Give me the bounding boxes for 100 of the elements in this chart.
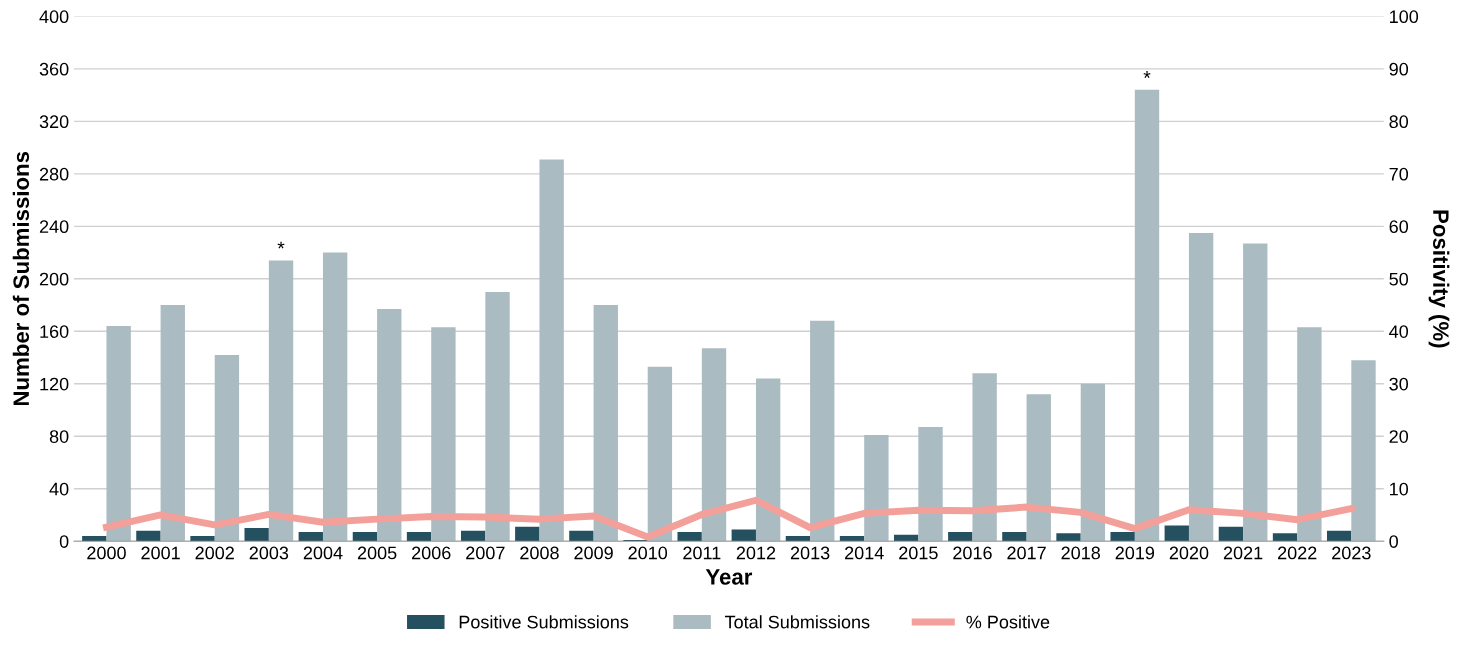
bar — [1218, 526, 1244, 542]
y2-tick-label: 10 — [1390, 482, 1409, 496]
bar — [539, 159, 564, 542]
bar — [352, 532, 378, 542]
y2-tick-label: 0 — [1389, 535, 1398, 548]
bar — [460, 530, 486, 542]
x-tick-label: 2003 — [249, 546, 289, 560]
x-tick-label: 2020 — [1169, 546, 1209, 560]
y2-tick-label: 60 — [1389, 220, 1409, 234]
bar — [1056, 533, 1081, 542]
x-tick-label: 2002 — [195, 546, 234, 560]
bar — [677, 532, 702, 542]
annotation: * — [277, 241, 285, 249]
bar — [948, 532, 973, 542]
bar — [244, 528, 269, 542]
bar — [214, 354, 240, 542]
y2-tick-label: 40 — [1389, 325, 1409, 338]
x-tick-label: 2005 — [357, 546, 397, 560]
bar — [785, 535, 811, 542]
y-tick-label: 360 — [39, 62, 69, 76]
bar — [1351, 360, 1376, 542]
y-tick-label: 80 — [49, 430, 69, 443]
y-tick-label: 160 — [40, 325, 69, 338]
y2-tick-label: 70 — [1389, 167, 1409, 181]
y-axis-title: Number of Submissions — [12, 151, 30, 406]
legend-label: Positive Submissions — [459, 615, 629, 629]
bar — [1272, 533, 1298, 542]
x-axis-title: Year — [705, 569, 753, 585]
x-tick-label: 2000 — [87, 546, 126, 560]
y-tick-label: 320 — [39, 115, 69, 129]
legend-label: % Positive — [966, 615, 1050, 629]
x-tick-label: 2017 — [1007, 546, 1046, 560]
bar — [160, 305, 185, 542]
y2-tick-label: 90 — [1389, 62, 1409, 76]
bar — [755, 378, 781, 542]
y-tick-label: 400 — [39, 10, 69, 24]
bar — [864, 434, 889, 542]
x-tick-label: 2013 — [790, 546, 830, 560]
bar — [1080, 383, 1106, 542]
x-tick-label: 2015 — [899, 546, 938, 560]
bar — [485, 291, 510, 542]
x-tick-label: 2023 — [1332, 546, 1371, 560]
bar — [268, 260, 294, 542]
x-tick-label: 2019 — [1115, 546, 1155, 560]
bar — [701, 348, 727, 542]
x-tick-label: 2016 — [953, 546, 992, 560]
bar — [893, 534, 919, 542]
y-tick-label: 240 — [39, 220, 69, 234]
y-tick-label: 200 — [39, 272, 69, 286]
bar — [731, 529, 756, 542]
bar — [136, 530, 161, 542]
x-tick-label: 2018 — [1061, 546, 1101, 560]
bar — [839, 535, 865, 542]
bar — [1188, 232, 1214, 542]
x-tick-label: 2006 — [412, 546, 451, 560]
bar — [593, 305, 618, 542]
bar — [190, 535, 215, 542]
bar — [1164, 525, 1189, 542]
y2-tick-label: 30 — [1389, 377, 1409, 391]
bar — [1002, 532, 1027, 542]
y-tick-label: 280 — [39, 167, 69, 181]
y2-axis-title: Positivity (%) — [1428, 210, 1450, 348]
bar — [972, 373, 997, 542]
x-tick-label: 2007 — [466, 546, 505, 560]
bar — [1243, 243, 1268, 542]
bar — [298, 532, 323, 542]
bar — [106, 326, 131, 542]
x-tick-label: 2004 — [303, 546, 343, 560]
bar — [377, 308, 402, 542]
x-tick-label: 2021 — [1223, 546, 1263, 560]
x-tick-label: 2022 — [1278, 546, 1317, 560]
bar — [569, 530, 594, 542]
x-tick-label: 2001 — [141, 546, 180, 560]
x-tick-label: 2009 — [574, 546, 613, 560]
bar — [406, 532, 432, 542]
y2-tick-label: 80 — [1389, 115, 1409, 129]
bar — [322, 252, 348, 542]
bar — [1326, 530, 1352, 542]
x-tick-label: 2014 — [845, 546, 884, 560]
x-tick-label: 2010 — [628, 546, 668, 560]
bar — [810, 320, 835, 542]
bar — [1026, 394, 1051, 542]
y2-tick-label: 100 — [1390, 10, 1419, 24]
y2-tick-label: 20 — [1389, 430, 1409, 443]
y-tick-label: 0 — [59, 535, 69, 548]
bar — [1110, 532, 1135, 542]
y-tick-label: 40 — [49, 482, 69, 496]
bar — [647, 366, 673, 542]
bar — [918, 427, 943, 542]
bar — [515, 526, 540, 542]
bar — [1134, 89, 1160, 542]
y-tick-label: 120 — [40, 377, 69, 391]
x-tick-label: 2008 — [520, 546, 559, 560]
y2-tick-label: 50 — [1389, 272, 1409, 286]
x-tick-label: 2012 — [736, 546, 776, 560]
bar — [1297, 327, 1322, 542]
bar — [431, 327, 456, 542]
legend-label: Total Submissions — [724, 615, 870, 629]
x-tick-label: 2011 — [683, 546, 721, 560]
bar — [82, 535, 107, 542]
